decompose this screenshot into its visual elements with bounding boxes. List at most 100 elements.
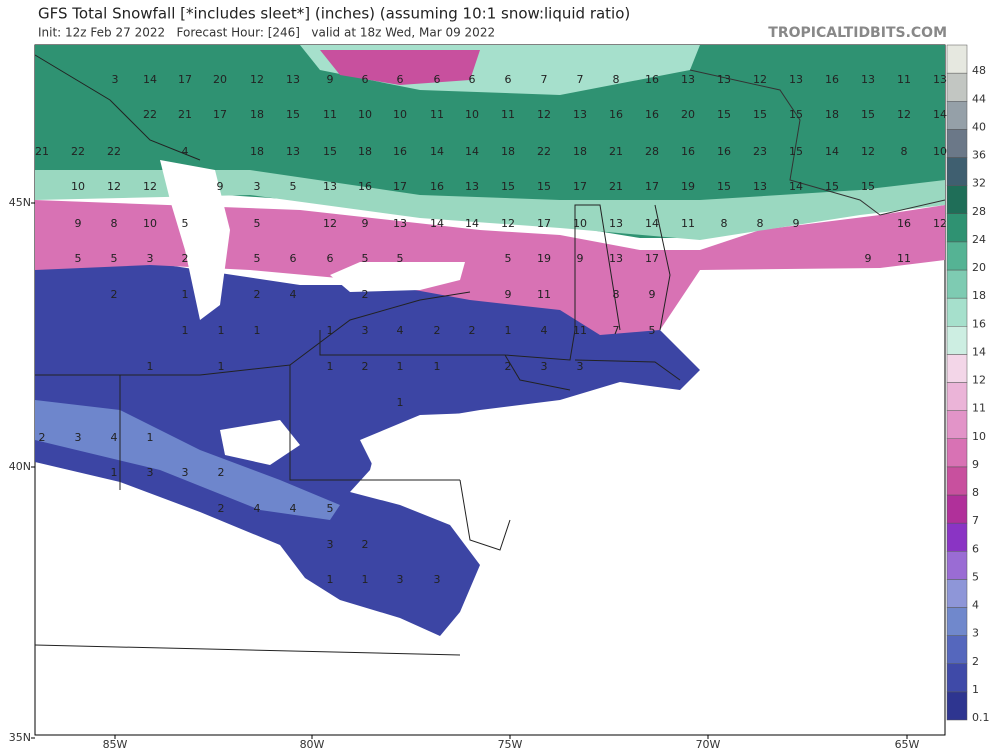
snow-amount: 17: [178, 73, 192, 86]
snow-amount: 20: [213, 73, 227, 86]
snow-amount: 1: [327, 360, 334, 373]
snow-amount: 9: [649, 288, 656, 301]
snow-amount: 2: [505, 360, 512, 373]
snow-amount: 11: [573, 324, 587, 337]
colorbar-label: 8: [972, 486, 979, 499]
snow-amount: 1: [218, 360, 225, 373]
snow-amount: 10: [71, 180, 85, 193]
snow-amount: 10: [573, 217, 587, 230]
colorbar-segment: [946, 551, 968, 580]
colorbar-segment: [946, 101, 968, 130]
colorbar-label: 2: [972, 655, 979, 668]
snow-amount: 3: [147, 252, 154, 265]
snow-amount: 2: [254, 288, 261, 301]
snow-amount: 15: [753, 108, 767, 121]
colorbar-label: 1: [972, 683, 979, 696]
snow-amount: 5: [397, 252, 404, 265]
lat-label: 40N: [9, 460, 31, 473]
colorbar-segment: [946, 691, 968, 721]
snow-amount: 14: [430, 145, 444, 158]
lake: [330, 262, 465, 292]
colorbar-label: 10: [972, 430, 986, 443]
snow-amount: 14: [430, 217, 444, 230]
snow-amount: 20: [681, 108, 695, 121]
snow-amount: 18: [358, 145, 372, 158]
snow-amount: 3: [147, 466, 154, 479]
snow-amount: 1: [182, 324, 189, 337]
snow-amount: 16: [717, 145, 731, 158]
snow-amount: 1: [397, 396, 404, 409]
colorbar-label: 6: [972, 542, 979, 555]
snow-amount: 6: [469, 73, 476, 86]
snow-amount: 18: [825, 108, 839, 121]
snow-amount: 17: [573, 180, 587, 193]
snow-amount: 5: [505, 252, 512, 265]
lat-label: 35N: [9, 731, 31, 744]
snow-amount: 7: [577, 73, 584, 86]
snow-amount: 7: [541, 73, 548, 86]
snow-amount: 1: [111, 466, 118, 479]
snow-amount: 18: [573, 145, 587, 158]
lon-label: 70W: [696, 738, 721, 751]
snow-amount: 2: [362, 538, 369, 551]
snow-amount: 6: [290, 252, 297, 265]
map: [34, 44, 946, 736]
snow-amount: 9: [217, 180, 224, 193]
snow-amount: 4: [254, 502, 261, 515]
snow-amount: 15: [323, 145, 337, 158]
snow-amount: 12: [861, 145, 875, 158]
snow-amount: 16: [358, 180, 372, 193]
snow-amount: 9: [505, 288, 512, 301]
snow-amount: 13: [609, 252, 623, 265]
snow-amount: 14: [789, 180, 803, 193]
snow-amount: 16: [430, 180, 444, 193]
colorbar-segment: [946, 326, 968, 355]
snow-amount: 17: [537, 217, 551, 230]
colorbar-segment: [946, 663, 968, 693]
snow-amount: 15: [286, 108, 300, 121]
snow-amount: 22: [143, 108, 157, 121]
snow-amount: 11: [501, 108, 515, 121]
snow-amount: 2: [362, 288, 369, 301]
snow-amount: 3: [182, 466, 189, 479]
boundaries: [34, 54, 946, 656]
snow-amount: 6: [397, 73, 404, 86]
snow-amount: 8: [901, 145, 908, 158]
snow-amount: 8: [613, 73, 620, 86]
snow-amount: 7: [613, 324, 620, 337]
snow-amount: 6: [362, 73, 369, 86]
snow-amount: 11: [537, 288, 551, 301]
snow-amount: 13: [861, 73, 875, 86]
snow-amount: 12: [143, 180, 157, 193]
colorbar-label: 16: [972, 317, 986, 330]
snow-amount: 13: [286, 73, 300, 86]
snow-amount: 12: [323, 217, 337, 230]
snow-amount: 12: [501, 217, 515, 230]
snow-amount: 3: [362, 324, 369, 337]
snow-amount: 14: [825, 145, 839, 158]
snow-amount: 2: [218, 466, 225, 479]
colorbar-label: 7: [972, 514, 979, 527]
colorbar-label: 11: [972, 402, 986, 415]
snow-amount: 1: [434, 360, 441, 373]
snow-amount: 12: [537, 108, 551, 121]
snow-amount: 3: [434, 573, 441, 586]
snow-amount: 21: [609, 145, 623, 158]
colorbar-label: 40: [972, 120, 986, 133]
snow-amount: 13: [286, 145, 300, 158]
lon-label: 80W: [300, 738, 325, 751]
snow-amount: 17: [393, 180, 407, 193]
snow-amount: 12: [933, 217, 947, 230]
snow-amount: 10: [358, 108, 372, 121]
snow-amount: 6: [505, 73, 512, 86]
colorbar-segment: [946, 579, 968, 608]
snow-amount: 13: [323, 180, 337, 193]
snow-amount: 1: [254, 324, 261, 337]
colorbar-segment: [946, 297, 968, 327]
source: TROPICALTIDBITS.COM: [768, 25, 947, 41]
colorbar-segment: [946, 72, 968, 102]
snow-amount: 5: [649, 324, 656, 337]
snow-amount: 1: [218, 324, 225, 337]
snow-amount: 8: [111, 217, 118, 230]
snow-band: [35, 200, 945, 335]
